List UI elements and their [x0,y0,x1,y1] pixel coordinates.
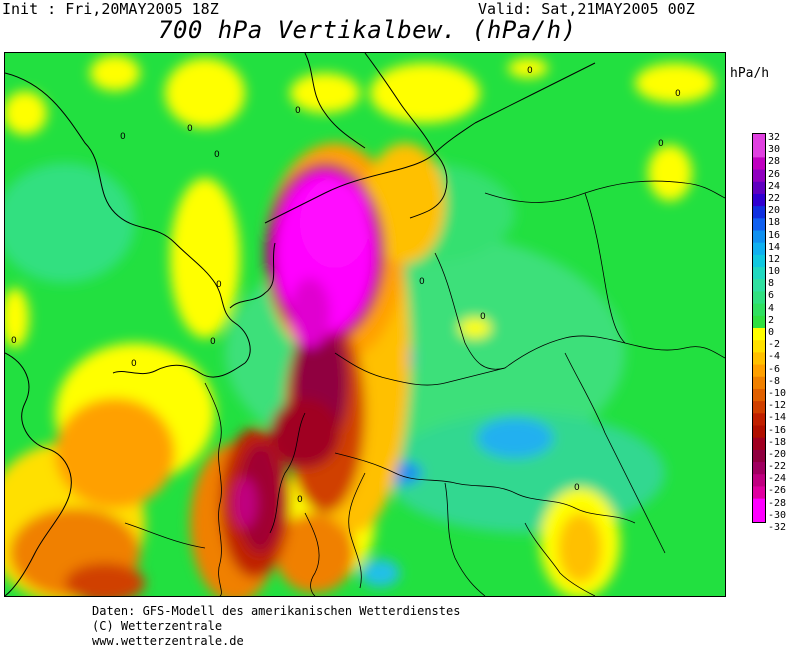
contour-label: 0 [131,359,137,369]
colorbar-tick-label: 30 [768,144,781,156]
country-borders [124,180,725,596]
contour-label: 0 [11,336,17,346]
colorbar-segment [752,230,766,244]
colorbar-segment [752,328,766,341]
map-title: 700 hPa Vertikalbew. (hPa/h) [158,16,577,44]
colorbar-segment [752,206,766,219]
colorbar-segment [752,145,766,158]
colorbar-segment [752,254,766,268]
colorbar-tick-label: 12 [768,253,781,265]
colorbar-segment [752,279,766,292]
colorbar-tick-label: -14 [768,412,787,424]
colorbar-tick-label: 10 [768,266,781,278]
colorbar-segment [752,388,766,402]
colorbar-tick-label: -22 [768,461,787,473]
contour-label: 0 [210,337,216,347]
contour-label: 0 [295,106,301,116]
colorbar-tick-label: 32 [768,132,781,143]
colorbar-segment [752,340,766,353]
colorbar-segment [752,474,766,487]
colorbar-segment [752,425,766,439]
colorbar-tick-label: -4 [768,351,781,363]
colorbar-segment [752,437,766,451]
contour-label: 0 [480,312,486,322]
colorbar-tick-label: 8 [768,278,775,290]
contour-labels: 0 0 0 0 0 0 0 0 0 0 0 0 0 0 0 [11,66,681,505]
colorbar-tick-label: -18 [768,436,787,448]
colorbar-segment [752,315,766,329]
colorbar-tick-label: -26 [768,485,787,497]
colorbar-segment [752,181,766,195]
colorbar-segment [752,364,766,378]
colorbar-tick-label: 26 [768,168,781,180]
field-shading [5,55,715,596]
colorbar [752,133,766,523]
footer: Daten: GFS-Modell des amerikanischen Wet… [92,604,460,649]
contour-label: 0 [187,124,193,134]
data-source-text: Daten: GFS-Modell des amerikanischen Wet… [92,604,461,618]
colorbar-segment [752,486,766,500]
colorbar-outline [752,133,766,523]
colorbar-tick-label: 18 [768,217,781,229]
contour-label: 0 [675,89,681,99]
valid-time: Valid: Sat,21MAY2005 00Z [478,0,695,18]
colorbar-segment [752,133,766,146]
contour-label: 0 [214,150,220,160]
contour-label: 0 [658,139,664,149]
colorbar-tick-label: -28 [768,497,787,509]
contour-label: 0 [120,132,126,142]
colorbar-tick-label: -8 [768,375,781,387]
colorbar-segment [752,498,766,512]
colorbar-segment [752,267,766,280]
map-canvas: 0 0 0 0 0 0 0 0 0 0 0 0 0 0 0 [5,53,725,596]
colorbar-segment [752,449,766,463]
colorbar-labels: 32 30 28 26 24 22 20 18 16 14 12 10 8 6 4 2 0 -2 -4 -6 -8 -10… [768,132,789,534]
copyright-text: (C) Wetterzentrale [92,619,223,633]
colorbar-tick-label: -24 [768,473,787,485]
colorbar-segment [752,413,766,426]
colorbar-tick-label: -32 [768,522,787,533]
contour-label: 0 [297,495,303,505]
vertical-motion-map: 0 0 0 0 0 0 0 0 0 0 0 0 0 0 0 [4,52,726,597]
colorbar-segment [752,462,766,475]
contour-label: 0 [527,66,533,76]
colorbar-tick-label: 20 [768,205,781,217]
colorbar-tick-label: 22 [768,192,781,204]
colorbar-segment [752,352,766,366]
colorbar-tick-label: -12 [768,400,787,412]
colorbar-segment [752,291,766,305]
colorbar-tick-label: 0 [768,327,775,338]
colorbar-tick-label: -2 [768,339,781,351]
colorbar-tick-label: -10 [768,387,787,399]
colorbar-segment [752,401,766,414]
colorbar-segment [752,169,766,183]
colorbar-unit: hPa/h [730,66,770,81]
colorbar-tick-label: -20 [768,448,787,460]
colorbar-tick-label: 28 [768,156,781,168]
colorbar-tick-label: 4 [768,302,775,314]
init-time: Init : Fri,20MAY2005 18Z [2,0,219,18]
colorbar-tick-label: 16 [768,229,781,241]
colorbar-segment [752,510,766,523]
colorbar-segment [752,376,766,390]
contour-label: 0 [419,277,425,287]
coastlines [5,53,596,596]
colorbar-tick-label: -6 [768,363,781,375]
colorbar-tick-label: 14 [768,241,781,253]
colorbar-tick-label: 2 [768,314,775,326]
colorbar-tick-label: -30 [768,509,787,521]
colorbar-segment [752,193,766,207]
colorbar-tick-label: -16 [768,424,787,436]
colorbar-tick-label: 24 [768,180,781,192]
website-text[interactable]: www.wetterzentrale.de [92,634,244,648]
colorbar-segment [752,157,766,171]
colorbar-segment [752,303,766,317]
colorbar-segment [752,242,766,256]
colorbar-segment [752,218,766,231]
contour-label: 0 [216,280,222,290]
contour-label: 0 [574,483,580,493]
colorbar-tick-label: 6 [768,290,775,302]
